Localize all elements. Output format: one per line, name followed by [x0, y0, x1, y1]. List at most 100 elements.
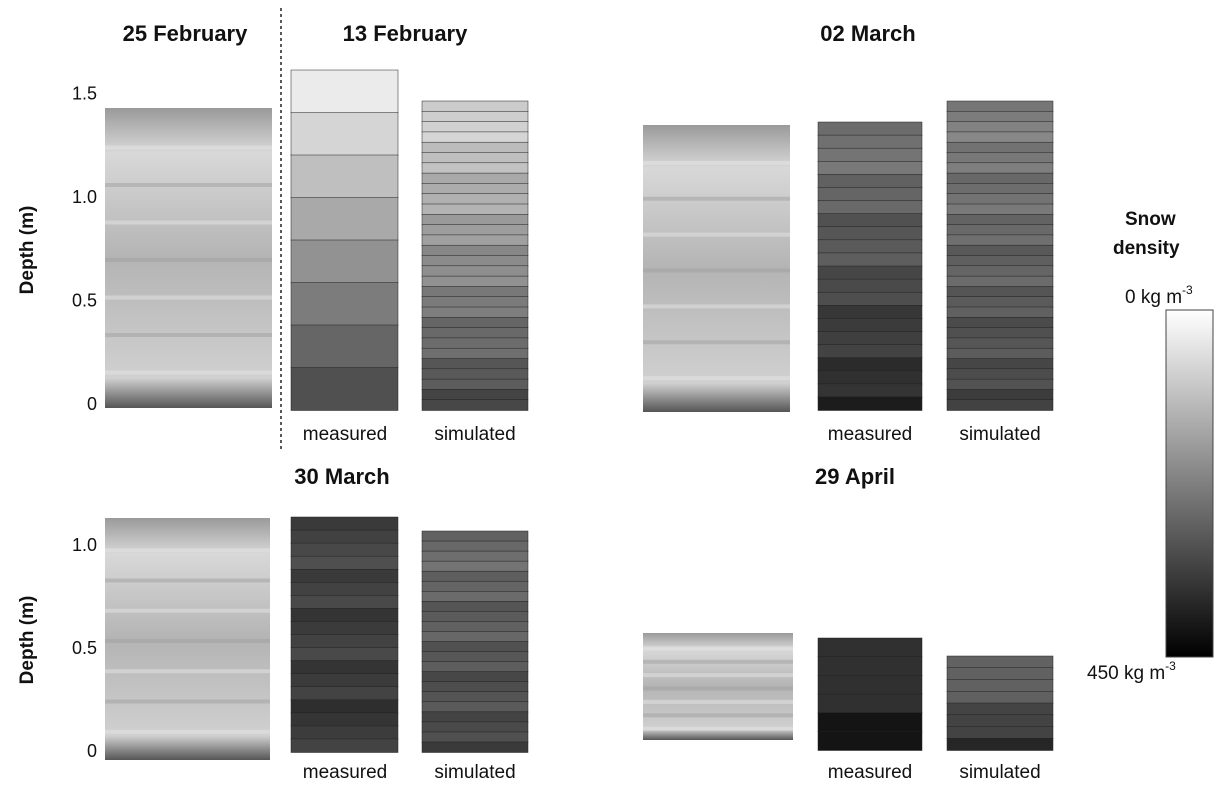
layer: [291, 569, 398, 583]
layer: [422, 732, 528, 743]
photo-band: [105, 730, 270, 734]
photo-band: [643, 269, 790, 273]
y-tick-label: 1.5: [72, 84, 97, 104]
y-tick-label: 0: [87, 394, 97, 414]
layer: [818, 384, 922, 398]
layer: [947, 338, 1053, 349]
layer: [291, 198, 398, 241]
layer: [818, 657, 922, 676]
layer: [947, 656, 1053, 668]
y-tick-label: 0.5: [72, 290, 97, 310]
layer: [818, 694, 922, 713]
layer: [422, 266, 528, 277]
layer: [947, 122, 1053, 133]
layer: [947, 668, 1053, 680]
layer: [422, 359, 528, 370]
photo-band: [643, 660, 793, 664]
layer: [818, 358, 922, 372]
photo-band: [643, 646, 793, 650]
photo-band: [105, 258, 272, 262]
layer: [818, 122, 922, 136]
layer: [947, 286, 1053, 297]
layer: [422, 122, 528, 133]
layer: [818, 135, 922, 149]
layer: [422, 621, 528, 632]
layer: [291, 713, 398, 727]
photo-band: [105, 183, 272, 187]
layer: [422, 379, 528, 390]
layer: [291, 543, 398, 557]
column-label: measured: [828, 424, 913, 445]
layer: [947, 245, 1053, 256]
photo-band: [105, 548, 270, 552]
layer: [818, 397, 922, 411]
column-label: measured: [303, 424, 388, 445]
layer: [947, 163, 1053, 174]
layer: [947, 297, 1053, 308]
layer: [291, 739, 398, 753]
layer: [422, 400, 528, 411]
photo-band: [643, 161, 790, 165]
layer: [947, 379, 1053, 390]
panel-title: 30 March: [294, 464, 389, 489]
layer: [422, 183, 528, 194]
y-tick-label: 1.0: [72, 535, 97, 555]
layer: [422, 551, 528, 562]
column-label: measured: [303, 762, 388, 783]
layer: [422, 286, 528, 297]
layer: [422, 276, 528, 287]
layer: [947, 173, 1053, 184]
layer: [422, 101, 528, 112]
layer: [818, 713, 922, 732]
layer: [422, 631, 528, 642]
photo-band: [643, 713, 793, 717]
layer: [422, 642, 528, 653]
layer: [422, 702, 528, 713]
y-axis-label: Depth (m): [17, 206, 38, 295]
figure: 25 February13 February02 March30 March29…: [0, 0, 1221, 785]
column-label: simulated: [434, 424, 515, 445]
layer: [422, 256, 528, 267]
layer: [947, 214, 1053, 225]
layer: [422, 245, 528, 256]
layer: [947, 235, 1053, 246]
layer: [818, 731, 922, 750]
layer: [947, 727, 1053, 739]
layer: [291, 368, 398, 411]
layer: [818, 187, 922, 201]
layer: [291, 700, 398, 714]
layer: [422, 652, 528, 663]
layer: [422, 591, 528, 602]
photo-band: [105, 669, 270, 673]
layer: [291, 530, 398, 544]
layer: [947, 142, 1053, 153]
layer: [422, 338, 528, 349]
layer: [947, 738, 1053, 750]
photo-band: [643, 304, 790, 308]
layer: [818, 638, 922, 657]
label-sup: -3: [1165, 659, 1176, 673]
layer: [291, 582, 398, 596]
layer: [291, 155, 398, 198]
photo-band: [105, 371, 272, 375]
photo-band: [105, 639, 270, 643]
layer: [818, 161, 922, 175]
layer: [422, 531, 528, 542]
layer: [422, 541, 528, 552]
layer: [422, 581, 528, 592]
layer: [818, 318, 922, 332]
layer: [947, 276, 1053, 287]
photo-band: [105, 221, 272, 225]
layer: [291, 517, 398, 531]
layer: [422, 561, 528, 572]
layer: [422, 307, 528, 318]
layer: [422, 722, 528, 733]
colorbar-label: 0 kg m-3: [1125, 283, 1193, 308]
photo-band: [643, 673, 793, 677]
layer: [291, 726, 398, 740]
layer: [947, 132, 1053, 143]
photo-band: [643, 700, 793, 704]
layer: [818, 227, 922, 241]
photo-band: [105, 579, 270, 583]
layer: [947, 369, 1053, 380]
